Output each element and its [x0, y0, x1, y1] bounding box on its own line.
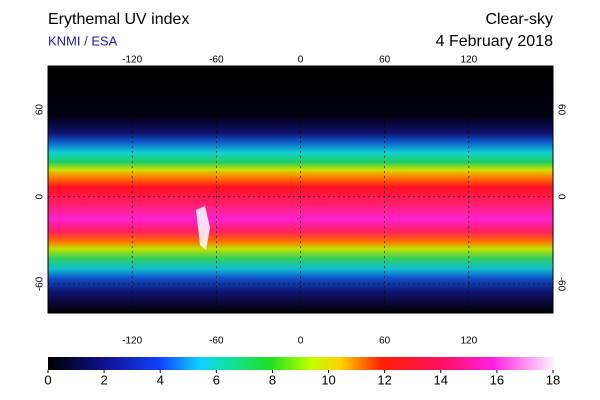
lon-label: -60 — [209, 55, 224, 66]
lat-label: 60 — [555, 104, 566, 116]
title: Erythemal UV index — [48, 11, 189, 28]
source: KNMI / ESA — [48, 33, 118, 48]
lon-label: 120 — [460, 336, 477, 347]
lon-label: 0 — [298, 55, 304, 66]
colorbar-label: 18 — [546, 372, 560, 387]
lat-label: 0 — [555, 194, 566, 200]
uv-map — [48, 66, 553, 313]
lon-label: 0 — [298, 336, 304, 347]
lon-label: -120 — [122, 336, 142, 347]
colorbar — [48, 357, 553, 370]
lat-label: -60 — [555, 277, 566, 292]
lon-label: 60 — [379, 336, 391, 347]
colorbar-label: 4 — [157, 372, 164, 387]
lon-label: 120 — [460, 55, 477, 66]
lat-label: 60 — [35, 104, 46, 116]
colorbar-label: 2 — [100, 372, 107, 387]
lon-label: -60 — [209, 336, 224, 347]
colorbar-label: 8 — [269, 372, 276, 387]
colorbar-label: 12 — [377, 372, 391, 387]
mode: Clear-sky — [485, 11, 553, 28]
colorbar-label: 10 — [321, 372, 335, 387]
date: 4 February 2018 — [436, 33, 554, 50]
andes-highlight — [196, 206, 210, 250]
colorbar-label: 6 — [213, 372, 220, 387]
lat-label: 0 — [35, 194, 46, 200]
lat-label: -60 — [35, 276, 46, 291]
lon-label: -120 — [122, 55, 142, 66]
lon-label: 60 — [379, 55, 391, 66]
colorbar-label: 14 — [434, 372, 448, 387]
colorbar-label: 0 — [44, 372, 51, 387]
colorbar-label: 16 — [490, 372, 504, 387]
